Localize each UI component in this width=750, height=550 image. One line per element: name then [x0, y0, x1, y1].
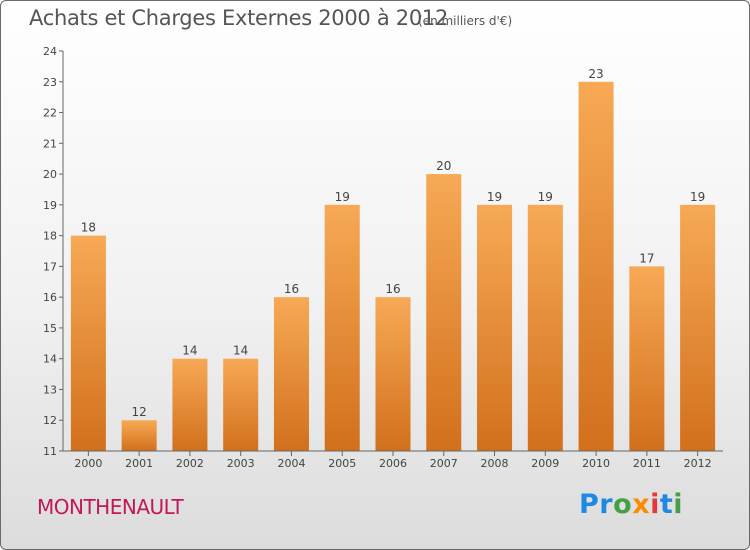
y-tick-label-21: 21: [43, 137, 57, 150]
logo-letter: i: [650, 489, 660, 520]
logo-letter: x: [632, 489, 651, 520]
x-tick-label-2009: 2009: [531, 457, 559, 470]
x-tick-label-2002: 2002: [176, 457, 204, 470]
bar-2005: [324, 204, 360, 451]
y-tick-label-18: 18: [43, 230, 57, 243]
chart-title: Achats et Charges Externes 2000 à 2012: [29, 6, 449, 30]
x-tick-label-2005: 2005: [328, 457, 356, 470]
y-tick-label-15: 15: [43, 322, 57, 335]
data-label-2002: 14: [182, 344, 197, 358]
data-label-2012: 19: [690, 190, 705, 204]
x-tick-label-2010: 2010: [582, 457, 610, 470]
bar-2000: [70, 235, 106, 451]
bar-2003: [223, 358, 259, 451]
bar-2008: [477, 204, 513, 451]
x-tick-label-2008: 2008: [481, 457, 509, 470]
data-label-2008: 19: [487, 190, 502, 204]
logo-letter: t: [659, 489, 674, 520]
data-label-2001: 12: [132, 405, 147, 419]
x-tick-label-2012: 2012: [684, 457, 712, 470]
data-label-2009: 19: [538, 190, 553, 204]
y-tick-label-12: 12: [43, 414, 57, 427]
x-tick-label-2011: 2011: [633, 457, 661, 470]
x-tick-label-2003: 2003: [227, 457, 255, 470]
data-label-2007: 20: [436, 159, 451, 173]
data-label-2000: 18: [81, 221, 96, 235]
x-tick-label-2007: 2007: [430, 457, 458, 470]
x-tick-label-2000: 2000: [74, 457, 102, 470]
y-tick-label-19: 19: [43, 199, 57, 212]
logo-letter: P: [579, 489, 600, 520]
y-tick-label-14: 14: [43, 353, 57, 366]
bar-2012: [680, 204, 716, 451]
chart-subtitle: (en milliers d'€): [418, 14, 513, 28]
bar-2011: [629, 266, 665, 451]
y-tick-label-13: 13: [43, 383, 57, 396]
bar-2006: [375, 297, 411, 451]
y-tick-label-23: 23: [43, 76, 57, 89]
x-tick-label-2006: 2006: [379, 457, 407, 470]
data-label-2011: 17: [639, 251, 654, 265]
logo-letter: o: [613, 489, 633, 520]
y-tick-label-17: 17: [43, 260, 57, 273]
data-label-2003: 14: [233, 344, 248, 358]
bar-2010: [578, 81, 614, 452]
y-tick-label-24: 24: [43, 45, 57, 58]
data-label-2010: 23: [588, 67, 603, 81]
x-tick-label-2001: 2001: [125, 457, 153, 470]
bar-2001: [121, 420, 157, 451]
data-label-2005: 19: [335, 190, 350, 204]
bar-2009: [527, 204, 563, 451]
data-label-2004: 16: [284, 282, 299, 296]
y-tick-label-11: 11: [43, 445, 57, 458]
logo-letter: i: [673, 489, 684, 520]
x-tick-label-2004: 2004: [277, 457, 305, 470]
y-tick-label-20: 20: [43, 168, 57, 181]
bar-2002: [172, 358, 208, 451]
proxiti-logo: Proxiti: [579, 489, 683, 520]
y-tick-label-16: 16: [43, 291, 57, 304]
city-name: MONTHENAULT: [37, 495, 184, 519]
bar-2004: [273, 297, 309, 451]
logo-letter: r: [599, 489, 614, 520]
bar-2007: [426, 174, 462, 452]
y-tick-label-22: 22: [43, 107, 57, 120]
data-label-2006: 16: [385, 282, 400, 296]
